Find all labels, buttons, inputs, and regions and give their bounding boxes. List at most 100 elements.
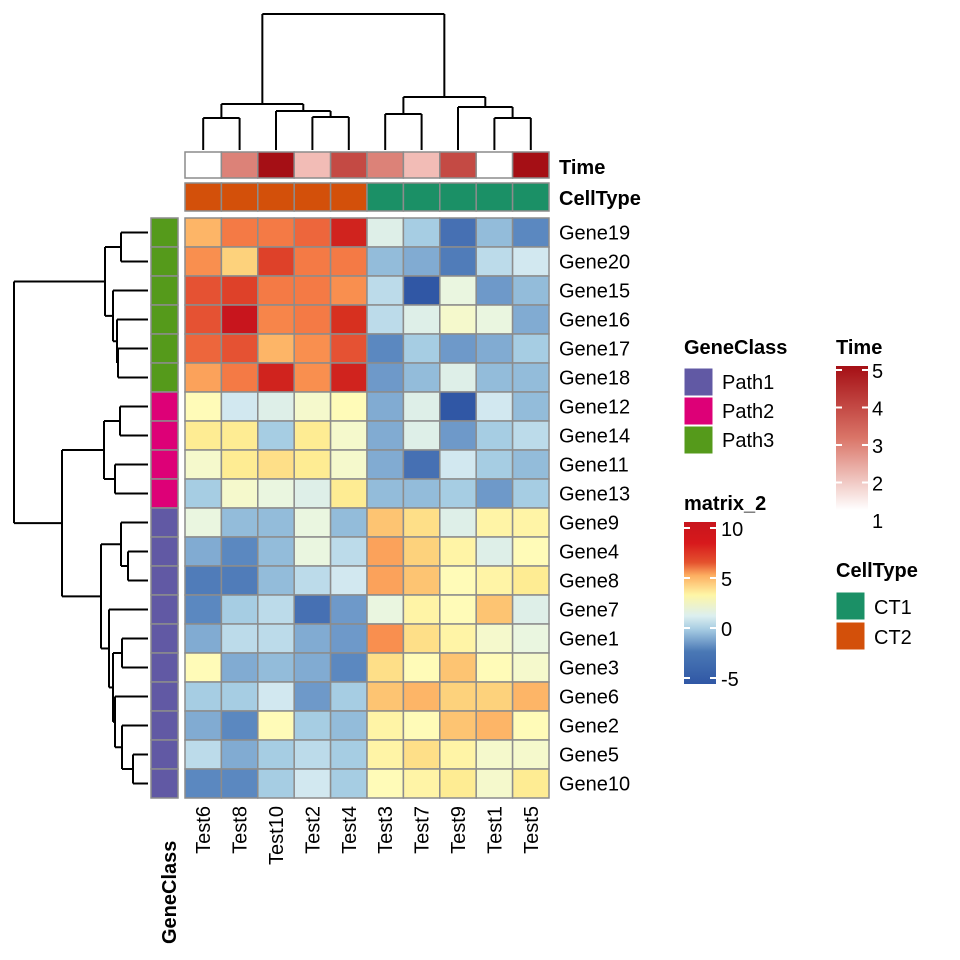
heatmap-cell: [402, 420, 441, 451]
heatmap-cell: [293, 391, 332, 422]
celltype-annotation-cell: [439, 182, 477, 212]
heatmap-cell: [511, 275, 550, 306]
row-label: Gene5: [559, 745, 619, 767]
time-legend: Time 5 4 3 2 1: [836, 337, 883, 533]
heatmap-cell: [439, 362, 477, 393]
heatmap-cell: [184, 333, 223, 364]
heatmap-cell: [184, 710, 223, 741]
heatmap-cell: [439, 536, 477, 567]
heatmap-cell: [257, 449, 295, 480]
geneclass-annotation-cell: [150, 768, 179, 799]
heatmap-cell: [366, 739, 405, 770]
matrix-legend-title: matrix_2: [684, 493, 766, 515]
heatmap-cell: [511, 681, 550, 712]
heatmap-cell: [511, 652, 550, 683]
matrix-colorbar: [684, 522, 716, 684]
heatmap-cell: [439, 246, 477, 277]
time-legend-tick-label: 3: [872, 436, 883, 458]
geneclass-annotation-cell: [150, 246, 179, 277]
time-annotation-cell: [293, 151, 332, 179]
heatmap-cell: [366, 594, 405, 625]
heatmap-cell: [257, 420, 295, 451]
heatmap-cell: [366, 333, 405, 364]
heatmap-cell: [220, 768, 259, 799]
heatmap-cells: [184, 217, 550, 799]
geneclass-annotation-cell: [150, 478, 179, 509]
geneclass-annotation-cell: [150, 333, 179, 364]
heatmap-cell: [293, 449, 332, 480]
heatmap-cell: [366, 565, 405, 596]
geneclass-legend-swatch: [683, 396, 714, 426]
heatmap-cell: [366, 304, 405, 335]
heatmap-cell: [184, 420, 223, 451]
row-label: Gene7: [559, 600, 619, 622]
heatmap-cell: [220, 739, 259, 770]
heatmap-cell: [293, 681, 332, 712]
heatmap-cell: [293, 594, 332, 625]
heatmap-cell: [257, 739, 295, 770]
heatmap-cell: [184, 623, 223, 654]
heatmap-cell: [366, 362, 405, 393]
heatmap-cell: [475, 623, 514, 654]
heatmap-cell: [257, 507, 295, 538]
heatmap-cell: [293, 333, 332, 364]
heatmap-cell: [402, 478, 441, 509]
row-label: Gene2: [559, 716, 619, 738]
geneclass-legend: GeneClass Path1 Path2 Path3: [683, 337, 787, 455]
time-legend-tick-label: 2: [872, 474, 883, 496]
heatmap-cell: [184, 362, 223, 393]
heatmap-cell: [439, 739, 477, 770]
matrix-legend-tick-label: 5: [721, 569, 732, 591]
heatmap-cell: [439, 333, 477, 364]
heatmap-cell: [439, 275, 477, 306]
heatmap-cell: [184, 478, 223, 509]
heatmap-cell: [511, 565, 550, 596]
heatmap-cell: [366, 623, 405, 654]
heatmap-cell: [439, 565, 477, 596]
heatmap-cell: [220, 420, 259, 451]
column-label: Test6: [193, 806, 215, 854]
heatmap-cell: [366, 710, 405, 741]
heatmap-cell: [329, 768, 368, 799]
heatmap-cell: [366, 391, 405, 422]
heatmap-cell: [439, 768, 477, 799]
heatmap-cell: [475, 594, 514, 625]
geneclass-annotation-cell: [150, 507, 179, 538]
heatmap-cell: [257, 304, 295, 335]
heatmap-cell: [439, 217, 477, 248]
heatmap-cell: [511, 536, 550, 567]
heatmap-cell: [184, 652, 223, 683]
geneclass-annotation-cell: [150, 275, 179, 306]
time-annotation-cell: [257, 151, 295, 179]
row-label: Gene14: [559, 426, 630, 448]
heatmap-cell: [475, 246, 514, 277]
heatmap-cell: [220, 681, 259, 712]
heatmap-cell: [184, 275, 223, 306]
geneclass-annotation-cell: [150, 391, 179, 422]
heatmap-cell: [220, 275, 259, 306]
heatmap-cell: [475, 565, 514, 596]
heatmap-cell: [220, 304, 259, 335]
heatmap-cell: [366, 217, 405, 248]
heatmap-cell: [220, 710, 259, 741]
heatmap-cell: [293, 565, 332, 596]
heatmap-cell: [329, 681, 368, 712]
column-label: Test9: [448, 806, 470, 854]
time-legend-tick-label: 5: [872, 361, 883, 383]
heatmap-cell: [184, 536, 223, 567]
heatmap-cell: [220, 362, 259, 393]
heatmap-cell: [475, 710, 514, 741]
heatmap-cell: [402, 304, 441, 335]
geneclass-annotation-track: [150, 217, 179, 799]
heatmap-cell: [257, 768, 295, 799]
heatmap-cell: [439, 710, 477, 741]
heatmap-cell: [293, 304, 332, 335]
heatmap-cell: [402, 739, 441, 770]
heatmap-cell: [366, 275, 405, 306]
heatmap-cell: [402, 333, 441, 364]
heatmap-cell: [220, 217, 259, 248]
heatmap-cell: [402, 768, 441, 799]
heatmap-cell: [257, 565, 295, 596]
row-label: Gene20: [559, 252, 630, 274]
